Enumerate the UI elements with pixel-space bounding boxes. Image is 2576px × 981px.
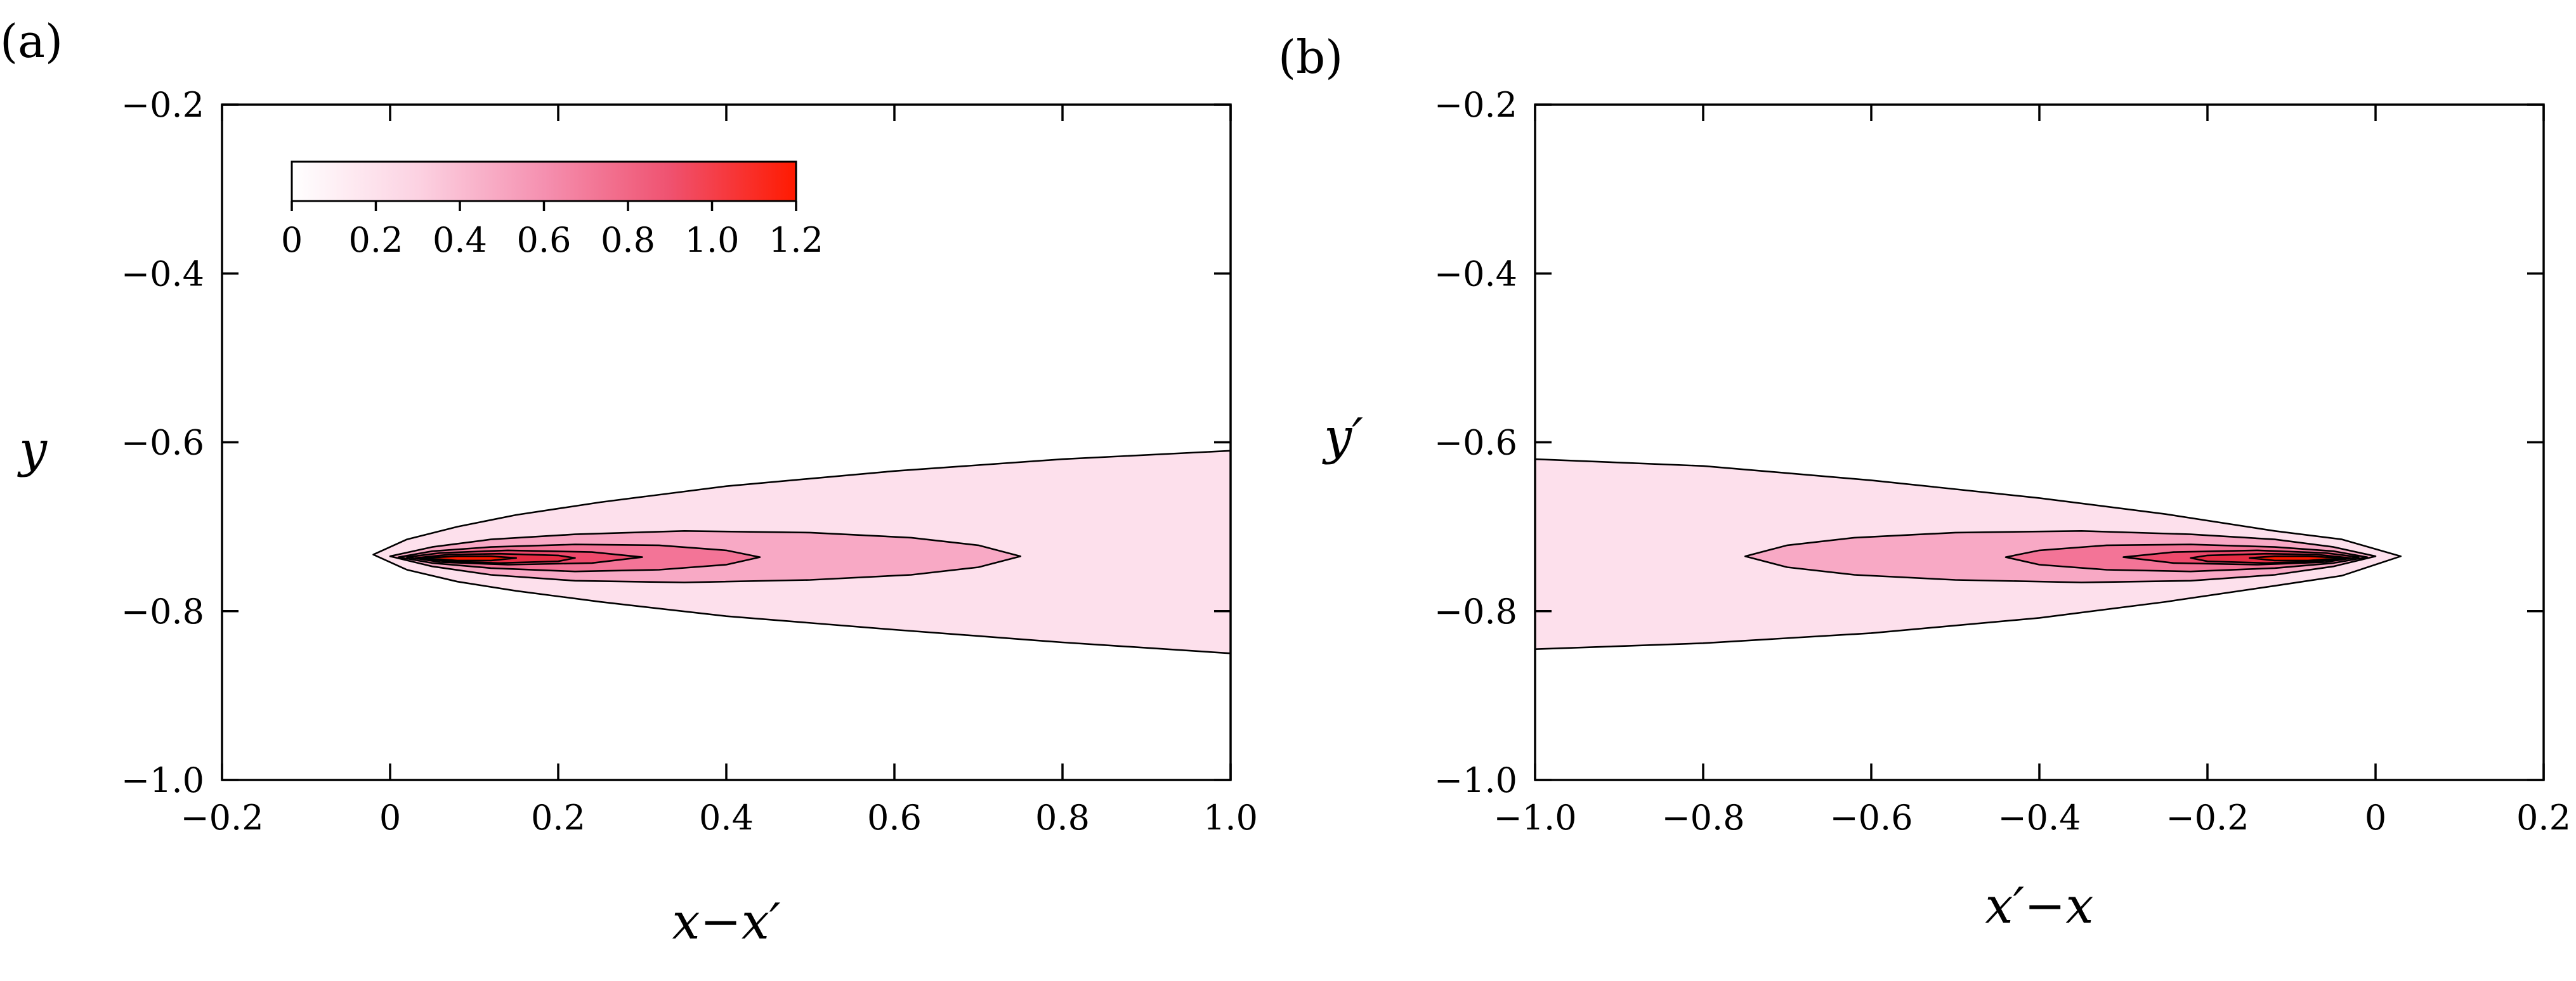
panel-b-label: (b) xyxy=(1278,30,1343,84)
panel-a-x-tick-label: 0.8 xyxy=(1035,798,1090,838)
colorbar-ticks: 0 0.2 0.4 0.6 0.8 1.0 1.2 xyxy=(281,201,823,260)
panel-a-y-tick-label: −1.0 xyxy=(121,760,204,800)
panel-a-y-ticks: −0.2 −0.4 −0.6 −0.8 −1.0 xyxy=(121,85,1231,800)
panel-a-x-axis-label: x−x′ xyxy=(672,893,780,951)
panel-a-x-tick-label: 0.2 xyxy=(531,798,585,838)
colorbar-tick-label: 0.4 xyxy=(433,220,487,260)
panel-b-frame xyxy=(1534,103,2545,781)
panel-b-x-axis-label: x′−x xyxy=(1985,878,2093,935)
panel-b-x-ticks: −1.0 −0.8 −0.6 −0.4 −0.2 0 0.2 xyxy=(1493,105,2571,838)
panel-a-frame xyxy=(221,103,1232,781)
panel-b-y-tick-label: −0.2 xyxy=(1434,85,1517,125)
panel-a: (a) −0.2 0 0.2 0.4 0.6 0.8 1.0 −0.2−0.4−0.6−0.… xyxy=(0,15,1258,951)
colorbar-tick-label: 0 xyxy=(281,220,303,260)
colorbar-tick-label: 0.8 xyxy=(601,220,655,260)
panel-b-y-tick-label: −0.8 xyxy=(1434,592,1517,632)
panel-b-y-axis-label: y′ xyxy=(1322,408,1363,465)
colorbar: 0 0.2 0.4 0.6 0.8 1.0 1.2 xyxy=(281,160,823,260)
panel-a-y-tick-label: −0.6 xyxy=(121,423,204,463)
panel-b-x-tick-label: −0.4 xyxy=(1997,798,2081,838)
panel-a-y-tick-label: −0.2 xyxy=(121,85,204,125)
panel-a-contours xyxy=(372,450,1231,654)
colorbar-tick-label: 0.6 xyxy=(517,220,572,260)
panel-b-x-tick-label: 0 xyxy=(2365,798,2386,838)
panel-a-x-tick-label: 0 xyxy=(379,798,401,838)
panel-b-x-tick-label: −0.2 xyxy=(2166,798,2249,838)
panel-a-x-tick-label: 0.4 xyxy=(699,798,754,838)
panel-a-y-tick-label: −0.8 xyxy=(121,592,204,632)
panel-a-y-axis-label: y xyxy=(17,421,48,478)
panel-a-y-tick-label: −0.4 xyxy=(121,254,204,294)
colorbar-tick-label: 1.2 xyxy=(769,220,823,260)
panel-b-x-tick-label: −1.0 xyxy=(1493,798,1576,838)
panel-b-x-tick-label: 0.2 xyxy=(2516,798,2571,838)
panel-b-y-tick-label: −1.0 xyxy=(1434,760,1517,800)
panel-b-x-tick-label: −0.6 xyxy=(1829,798,1912,838)
panel-b-y-tick-label: −0.4 xyxy=(1434,254,1517,294)
panel-a-label: (a) xyxy=(0,15,63,68)
colorbar-tick-label: 1.0 xyxy=(685,220,740,260)
panel-a-x-tick-label: −0.2 xyxy=(180,798,263,838)
panel-a-x-tick-label: 1.0 xyxy=(1203,798,1258,838)
panel-b-x-tick-label: −0.8 xyxy=(1661,798,1744,838)
colorbar-gradient xyxy=(291,160,797,202)
panel-b-contour-level-5 xyxy=(2249,555,2343,562)
panel-b-y-ticks: −0.2 −0.4 −0.6 −0.8 −1.0 xyxy=(1434,85,2544,800)
panel-a-contour-level-5 xyxy=(422,555,518,562)
panel-a-x-tick-label: 0.6 xyxy=(867,798,922,838)
panel-a-x-ticks: −0.2 0 0.2 0.4 0.6 0.8 1.0 xyxy=(180,105,1258,838)
panel-b: (b) −1.0 −0.8 −0.6 −0.4 −0.2 0 0.2 −0.2−0.4−0.… xyxy=(1278,30,2571,935)
panel-b-y-tick-label: −0.6 xyxy=(1434,423,1517,463)
colorbar-tick-label: 0.2 xyxy=(349,220,403,260)
panel-b-contours xyxy=(1535,458,2402,651)
